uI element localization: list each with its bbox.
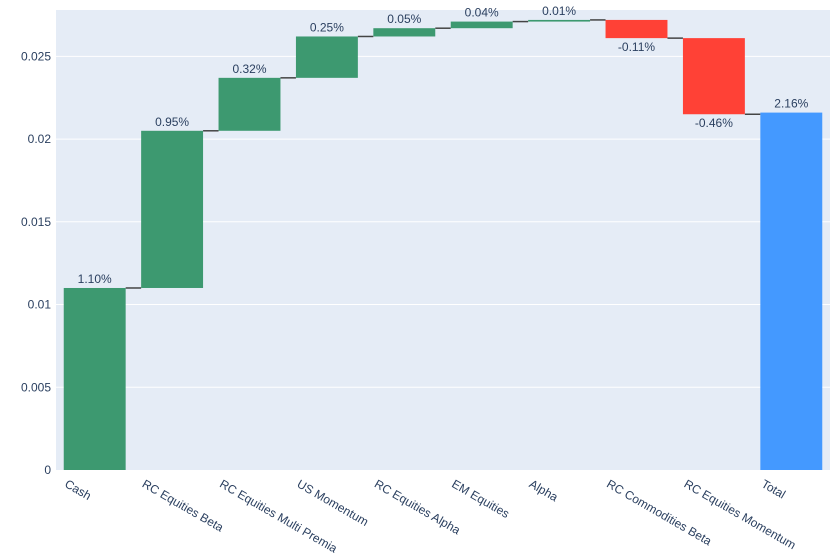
bar-em-equities xyxy=(450,21,513,29)
bar-rc-equities-alpha xyxy=(373,28,436,37)
x-tick-label: EM Equities xyxy=(449,477,511,521)
y-tick-label: 0.01 xyxy=(28,298,52,312)
bars xyxy=(63,19,823,470)
data-label: 0.32% xyxy=(232,62,266,76)
bar-cash xyxy=(63,287,126,470)
bar-rc-equities-beta xyxy=(141,130,204,288)
data-label: 2.16% xyxy=(774,97,808,111)
data-label: 1.10% xyxy=(78,272,112,286)
y-tick-label: 0.025 xyxy=(21,49,51,63)
y-tick-label: 0.02 xyxy=(28,132,52,146)
x-tick-label: Total xyxy=(759,477,788,502)
x-tick-label: Alpha xyxy=(527,477,561,505)
bar-total xyxy=(760,112,823,470)
y-tick-label: 0 xyxy=(44,463,51,477)
x-tick-label: RC Equities Beta xyxy=(140,477,226,535)
bar-rc-commodities-beta xyxy=(605,19,668,39)
bar-rc-equities-momentum xyxy=(682,38,745,115)
y-tick-label: 0.005 xyxy=(21,380,51,394)
x-tick-label: Cash xyxy=(62,477,93,503)
x-tick-label: RC Equities Alpha xyxy=(372,477,463,538)
y-axis-ticks: 0 0.005 0.01 0.015 0.02 0.025 xyxy=(21,49,51,477)
data-label: -0.46% xyxy=(695,116,733,130)
x-tick-label: US Momentum xyxy=(295,477,371,529)
connectors xyxy=(125,19,761,289)
data-label: 0.04% xyxy=(465,6,499,20)
bar-alpha xyxy=(528,19,591,22)
y-tick-label: 0.015 xyxy=(21,215,51,229)
bar-us-momentum xyxy=(295,36,358,78)
data-labels: 1.10% 0.95% 0.32% 0.25% 0.05% 0.04% 0.01% -0.11… xyxy=(78,4,809,286)
data-label: 0.95% xyxy=(155,115,189,129)
bar-rc-equities-multi-premia xyxy=(218,77,281,131)
data-label: 0.01% xyxy=(542,4,576,18)
data-label: -0.11% xyxy=(618,40,655,54)
data-label: 0.25% xyxy=(310,20,344,34)
data-label: 0.05% xyxy=(387,12,421,26)
